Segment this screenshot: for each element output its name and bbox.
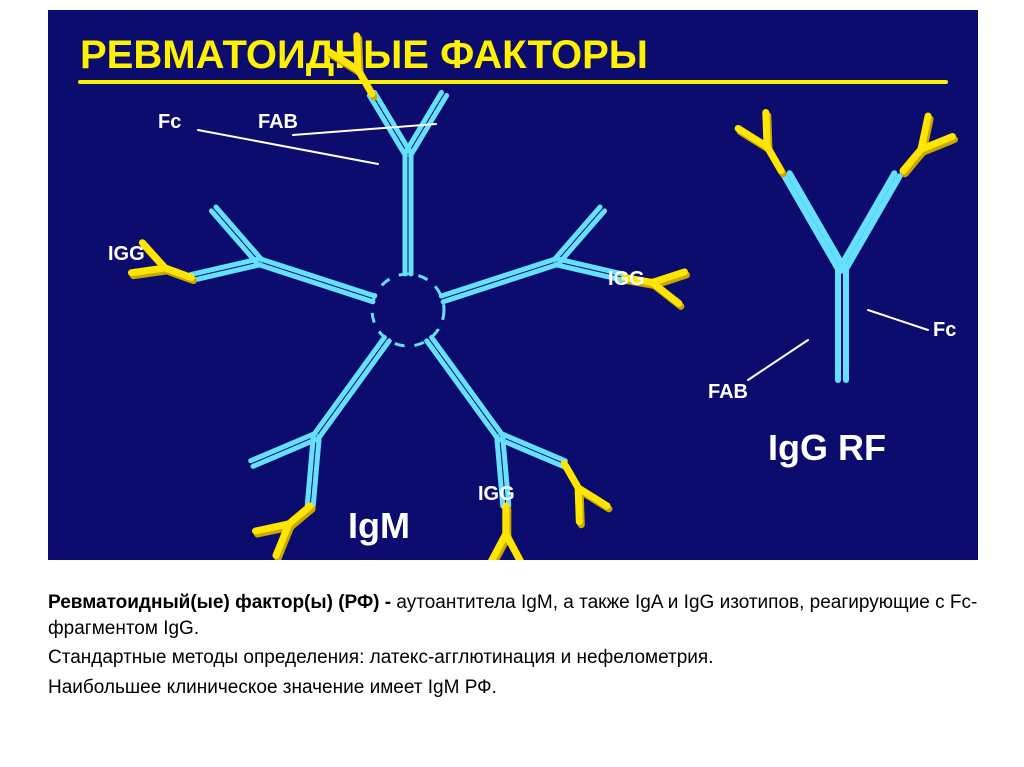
svg-text:FAB: FAB: [258, 111, 298, 133]
svg-text:IGG: IGG: [478, 483, 515, 505]
caption-line-1: Ревматоидный(ые) фактор(ы) (РФ) - аутоан…: [48, 590, 978, 641]
diagram-svg: РЕВМАТОИДНЫЕ ФАКТОРЫ Fc FAB IGG IGG IGG IgM FAB…: [48, 10, 978, 560]
caption-line-2: Стандартные методы определения: латекс-а…: [48, 645, 978, 671]
caption-line1-bold: Ревматоидный(ые) фактор(ы) (РФ) -: [48, 592, 396, 613]
diagram-panel: РЕВМАТОИДНЫЕ ФАКТОРЫ Fc FAB IGG IGG IGG IgM FAB…: [48, 10, 978, 560]
svg-text:Fc: Fc: [158, 111, 181, 133]
svg-text:IgM: IgM: [348, 505, 410, 546]
svg-text:IgG RF: IgG RF: [768, 427, 886, 468]
svg-text:FAB: FAB: [708, 381, 748, 403]
svg-text:Fc: Fc: [933, 319, 956, 341]
svg-text:IGG: IGG: [608, 268, 645, 290]
svg-text:РЕВМАТОИДНЫЕ ФАКТОРЫ: РЕВМАТОИДНЫЕ ФАКТОРЫ: [80, 33, 648, 77]
caption-block: Ревматоидный(ые) фактор(ы) (РФ) - аутоан…: [48, 590, 978, 705]
svg-text:IGG: IGG: [108, 243, 145, 265]
caption-line-3: Наибольшее клиническое значение имеет Ig…: [48, 675, 978, 701]
